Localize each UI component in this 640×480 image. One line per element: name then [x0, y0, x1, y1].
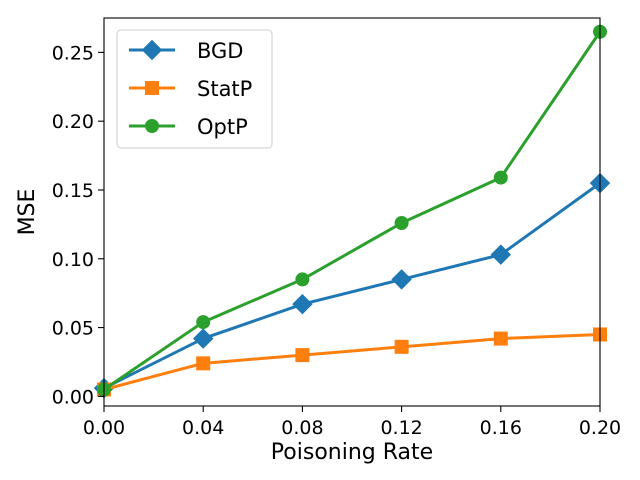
data-point-optp — [493, 170, 508, 185]
legend-item-bgd: BGD — [129, 39, 243, 63]
legend-item-optp: OptP — [129, 115, 248, 139]
data-point-statp — [394, 339, 409, 354]
legend-marker-optp — [145, 119, 159, 133]
x-axis-label: Poisoning Rate — [271, 440, 433, 465]
legend-item-statp: StatP — [129, 77, 252, 101]
x-tick-label: 0.20 — [579, 417, 621, 439]
y-axis: 0.00 0.05 0.10 0.15 0.20 0.25 — [52, 42, 104, 408]
series-line-optp — [103, 30, 602, 391]
legend-label-statp: StatP — [197, 77, 252, 101]
series-statp — [97, 327, 607, 397]
data-point-statp — [493, 331, 508, 346]
y-tick-label: 0.15 — [52, 180, 94, 202]
legend-marker-statp — [145, 81, 159, 95]
x-tick-label: 0.00 — [83, 417, 125, 439]
x-tick-label: 0.08 — [281, 417, 323, 439]
y-tick-label: 0.05 — [52, 318, 94, 340]
series-line-bgd — [103, 181, 601, 390]
y-axis-label: MSE — [15, 189, 40, 236]
series-bgd — [93, 172, 611, 399]
y-tick-label: 0.20 — [52, 111, 94, 133]
data-point-bgd — [292, 293, 313, 315]
legend: BGD StatP OptP — [116, 29, 273, 149]
data-point-optp — [394, 216, 409, 231]
legend-box — [116, 29, 273, 149]
legend-marker-bgd — [141, 39, 163, 61]
data-point-statp — [295, 348, 310, 363]
y-tick-label: 0.10 — [52, 249, 94, 271]
x-tick-label: 0.12 — [380, 417, 422, 439]
plot-frame — [103, 17, 601, 407]
data-point-bgd — [391, 269, 412, 290]
y-tick-label: 0.25 — [52, 42, 94, 64]
data-point-optp — [196, 315, 211, 330]
data-point-bgd — [490, 244, 512, 265]
y-tick-label: 0.00 — [52, 386, 94, 408]
legend-label-bgd: BGD — [197, 39, 243, 63]
data-point-bgd — [192, 328, 214, 349]
data-point-statp — [196, 356, 211, 371]
x-axis: 0.00 0.04 0.08 0.12 0.16 0.20 — [83, 406, 621, 439]
x-tick-label: 0.16 — [480, 417, 522, 439]
series-line-statp — [103, 332, 601, 391]
data-point-optp — [295, 272, 310, 287]
legend-label-optp: OptP — [197, 115, 248, 139]
x-tick-label: 0.04 — [182, 417, 224, 439]
